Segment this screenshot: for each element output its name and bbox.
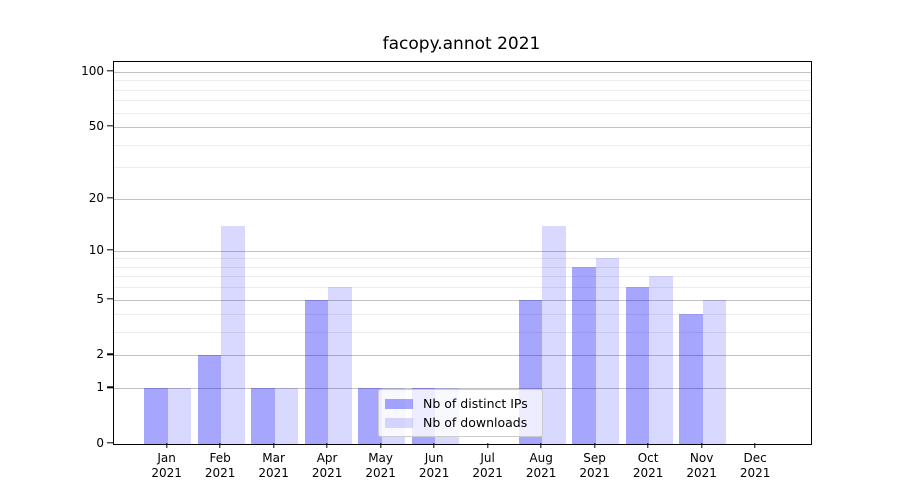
y-tick-label: 50 bbox=[88, 119, 104, 134]
minor-gridline bbox=[114, 100, 811, 102]
minor-gridline bbox=[114, 258, 811, 260]
y-tick-mark bbox=[107, 386, 113, 388]
bar-downloads-sep bbox=[595, 258, 620, 444]
minor-gridline bbox=[114, 314, 811, 316]
legend: Nb of distinct IPs Nb of downloads bbox=[378, 389, 543, 437]
bar-downloads-nov bbox=[702, 299, 727, 444]
bar-downloads-jan bbox=[167, 388, 192, 444]
x-tick-mark bbox=[593, 443, 596, 448]
x-tick-label: May 2021 bbox=[365, 451, 396, 480]
x-tick-label: Aug 2021 bbox=[525, 451, 557, 480]
x-tick-mark bbox=[540, 443, 542, 448]
major-gridline bbox=[114, 355, 811, 357]
bar-downloads-aug bbox=[542, 225, 566, 444]
x-tick-label: Nov 2021 bbox=[686, 451, 717, 480]
bar-distinct-ips-oct bbox=[625, 287, 650, 444]
y-tick-mark bbox=[107, 353, 113, 356]
x-tick-label: Oct 2021 bbox=[632, 451, 664, 480]
x-tick-mark bbox=[700, 443, 703, 448]
plot-area bbox=[113, 61, 812, 445]
x-tick-mark bbox=[647, 443, 649, 448]
x-tick-mark bbox=[272, 443, 275, 448]
y-tick-mark bbox=[107, 297, 113, 300]
y-tick-mark bbox=[107, 442, 113, 444]
bar-downloads-oct bbox=[649, 276, 673, 444]
bar-distinct-ips-jan bbox=[144, 388, 168, 444]
x-tick-mark bbox=[433, 443, 435, 448]
minor-gridline bbox=[114, 144, 811, 146]
x-tick-mark bbox=[219, 443, 221, 448]
bar-distinct-ips-nov bbox=[679, 314, 703, 444]
y-tick-mark bbox=[107, 125, 113, 127]
x-tick-mark bbox=[326, 443, 328, 448]
bar-distinct-ips-may bbox=[358, 388, 382, 444]
y-tick-label: 2 bbox=[96, 347, 104, 362]
y-tick-label: 100 bbox=[81, 64, 104, 78]
legend-entry: Nb of downloads bbox=[385, 415, 536, 430]
bar-distinct-ips-mar bbox=[251, 388, 275, 444]
major-gridline bbox=[114, 250, 811, 252]
x-tick-mark bbox=[165, 443, 168, 448]
bar-distinct-ips-feb bbox=[197, 355, 222, 444]
x-tick-label: Jun 2021 bbox=[418, 451, 450, 480]
major-gridline bbox=[114, 127, 811, 129]
major-gridline bbox=[114, 198, 811, 200]
bar-downloads-mar bbox=[274, 388, 299, 444]
x-tick-label: Mar 2021 bbox=[258, 451, 289, 480]
chart-title: facopy.annot 2021 bbox=[382, 34, 541, 54]
minor-gridline bbox=[114, 266, 811, 268]
x-tick-label: Jul 2021 bbox=[472, 451, 503, 480]
x-tick-label: Feb 2021 bbox=[204, 451, 236, 480]
x-tick-mark bbox=[379, 443, 382, 448]
y-tick-label: 5 bbox=[96, 291, 104, 306]
legend-swatch-downloads bbox=[385, 417, 413, 428]
minor-gridline bbox=[114, 287, 811, 289]
y-tick-mark bbox=[107, 249, 113, 251]
minor-gridline bbox=[114, 89, 811, 91]
minor-gridline bbox=[114, 276, 811, 278]
bar-distinct-ips-sep bbox=[572, 266, 596, 444]
x-tick-label: Apr 2021 bbox=[311, 451, 343, 480]
legend-entry: Nb of distinct IPs bbox=[385, 396, 536, 411]
major-gridline bbox=[114, 299, 811, 301]
y-tick-label: 20 bbox=[88, 190, 104, 205]
bar-downloads-apr bbox=[328, 287, 352, 444]
x-tick-label: Sep 2021 bbox=[579, 451, 610, 480]
y-tick-label: 0 bbox=[96, 436, 104, 450]
y-tick-label: 1 bbox=[96, 380, 104, 395]
bar-downloads-feb bbox=[221, 225, 245, 444]
y-tick-mark bbox=[107, 196, 113, 199]
bar-distinct-ips-apr bbox=[304, 299, 329, 444]
legend-entry-label: Nb of downloads bbox=[423, 415, 528, 430]
minor-gridline bbox=[114, 332, 811, 334]
major-gridline bbox=[114, 388, 811, 390]
minor-gridline bbox=[114, 112, 811, 114]
minor-gridline bbox=[114, 167, 811, 169]
x-tick-label: Jan 2021 bbox=[151, 451, 182, 480]
y-tick-mark bbox=[107, 70, 113, 72]
minor-gridline bbox=[114, 80, 811, 82]
x-tick-label: Dec 2021 bbox=[739, 451, 771, 480]
x-tick-mark bbox=[754, 443, 756, 448]
legend-entry-label: Nb of distinct IPs bbox=[423, 396, 528, 411]
y-tick-label: 10 bbox=[88, 242, 104, 257]
major-gridline bbox=[114, 72, 811, 73]
x-tick-mark bbox=[486, 443, 489, 448]
legend-swatch-distinct-ips bbox=[385, 398, 413, 409]
